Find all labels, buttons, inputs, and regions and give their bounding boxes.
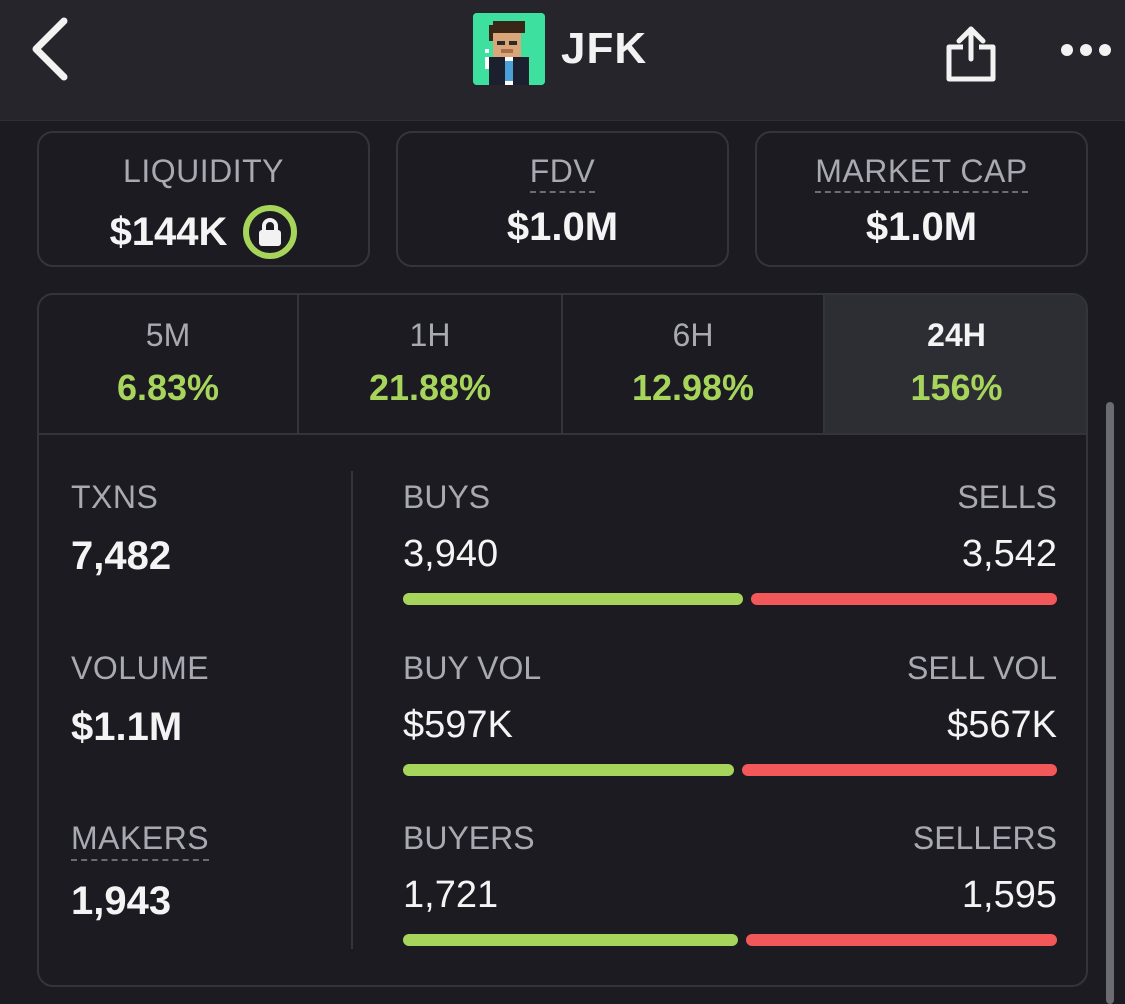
more-button[interactable] [1056,30,1116,70]
txns-label: TXNS [71,479,159,515]
buys-value: 3,940 [403,533,499,575]
tab-label: 6H [672,317,714,353]
sellers-label: SELLERS [912,820,1057,856]
makers-label[interactable]: MAKERS [71,820,210,861]
txn-stats-panel: 5M 6.83% 1H 21.88% 6H 12.98% 24H 156% TX… [37,293,1088,987]
sells-label: SELLS [957,479,1057,515]
buys-bar [403,593,743,605]
makers-split-row: BUYERS SELLERS 1,721 1,595 [403,820,1057,960]
lock-icon[interactable] [243,205,298,259]
fdv-label[interactable]: FDV [529,153,596,193]
liquidity-label: LIQUIDITY [123,153,284,189]
volume-split-row: BUY VOL SELL VOL $597K $567K [403,650,1057,790]
top-bar: JFK [0,0,1125,121]
liquidity-value-row: $144K [39,205,368,259]
sell-vol-value: $567K [947,704,1057,746]
makers-stat: MAKERS 1,943 [71,820,210,924]
market-cap-card[interactable]: MARKET CAP $1.0M [755,131,1088,267]
tab-label: 5M [145,317,191,353]
tab-label: 1H [409,317,451,353]
chevron-left-icon [32,17,68,81]
sell-vol-bar [742,764,1057,776]
market-cap-label[interactable]: MARKET CAP [815,153,1028,193]
sells-value: 3,542 [961,533,1057,575]
fdv-value: $1.0M [506,205,619,249]
volume-label: VOLUME [71,650,210,686]
back-button[interactable] [20,14,80,84]
tab-6h[interactable]: 6H 12.98% [563,295,825,433]
share-icon [946,26,996,82]
tab-1h[interactable]: 1H 21.88% [299,295,563,433]
fdv-card[interactable]: FDV $1.0M [396,131,729,267]
buy-vol-label: BUY VOL [403,650,542,686]
tab-5m[interactable]: 5M 6.83% [39,295,299,433]
market-cap-value: $1.0M [865,205,978,249]
txns-value: 7,482 [71,534,172,578]
liquidity-value: $144K [109,209,228,254]
more-horizontal-icon [1061,44,1111,56]
tab-change: 21.88% [368,367,492,408]
sells-bar [751,593,1057,605]
tab-change: 6.83% [116,367,220,408]
tab-change: 12.98% [631,367,755,408]
share-button[interactable] [940,14,1002,86]
buy-vol-bar [403,764,734,776]
token-header[interactable]: JFK [473,13,647,85]
token-title: JFK [561,24,648,73]
buys-label: BUYS [403,479,491,515]
column-divider [351,471,353,949]
buys-sells-row: BUYS SELLS 3,940 3,542 [403,479,1057,619]
timeframe-tabs: 5M 6.83% 1H 21.88% 6H 12.98% 24H 156% [39,295,1086,435]
volume-value: $1.1M [71,705,183,749]
tab-24h[interactable]: 24H 156% [825,295,1086,433]
sellers-value: 1,595 [961,874,1057,916]
buyers-bar [403,934,738,946]
tab-change: 156% [910,367,1003,408]
sell-vol-label: SELL VOL [906,650,1057,686]
buy-vol-value: $597K [403,704,513,746]
tab-label: 24H [927,317,986,353]
txns-stat: TXNS 7,482 [71,479,171,579]
volume-stat: VOLUME $1.1M [71,650,209,750]
token-avatar [473,13,545,85]
makers-value: 1,943 [71,879,172,923]
buyers-label: BUYERS [403,820,535,856]
buyers-value: 1,721 [403,874,499,916]
liquidity-card: LIQUIDITY $144K [37,131,370,267]
sellers-bar [746,934,1057,946]
scrollbar[interactable] [1106,402,1114,1004]
